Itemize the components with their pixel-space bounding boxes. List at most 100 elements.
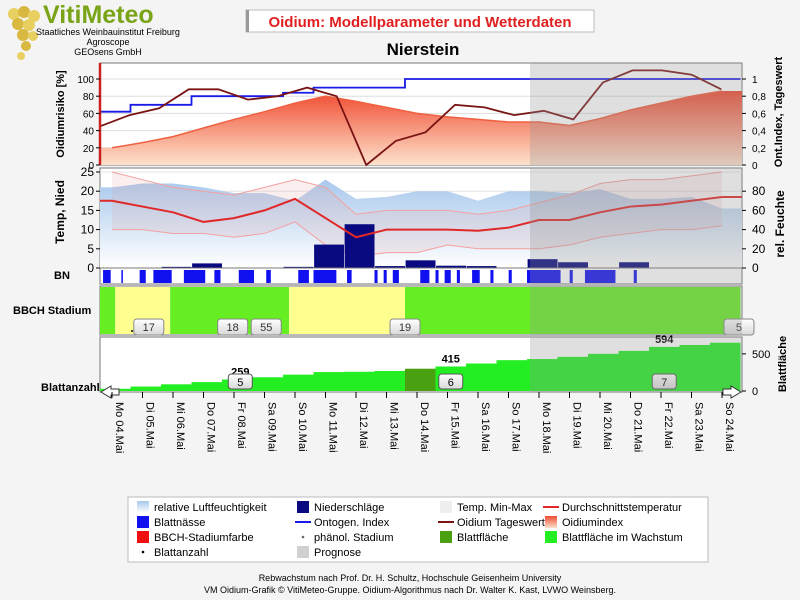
forecast-shade <box>530 268 742 284</box>
ylabel-humidity: rel. Feuchte <box>773 190 787 258</box>
tick-ontindex: 0,2 <box>752 144 766 155</box>
org-line-3: GEOsens GmbH <box>74 47 142 57</box>
leaf-wetness-block <box>298 270 309 283</box>
phenol-stadium-dot <box>131 330 134 332</box>
location-title: Nierstein <box>387 40 460 59</box>
leaf-wetness-block <box>508 270 512 283</box>
ylabel-ontindex: Ont.Index, Tageswert <box>773 56 785 167</box>
footer-line-2: VM Oidium-Grafik © VitiMeteo-Gruppe. Oid… <box>204 585 616 595</box>
leaf-area-bar <box>283 374 314 391</box>
tick-temp: 0 <box>87 261 94 275</box>
legend-icon <box>297 546 309 558</box>
leaf-wetness-block <box>266 270 271 283</box>
leaf-area-bar <box>344 371 375 391</box>
bbch-marker-label: 55 <box>260 322 272 334</box>
date-label: Fr 22.Mai <box>662 402 674 448</box>
tick-humidity: 40 <box>752 223 766 237</box>
leaf-wetness-block <box>103 270 111 283</box>
leaf-wetness-block <box>435 270 439 283</box>
tick-ontindex: 0,8 <box>752 92 766 103</box>
bbch-marker-box <box>250 318 282 336</box>
tick-risk: 80 <box>83 92 95 103</box>
leaf-area-bar <box>496 360 527 391</box>
date-label: So 24.Mai <box>723 402 735 452</box>
bbch-marker-box <box>389 318 421 336</box>
date-label: Mo 18.Mai <box>540 402 552 453</box>
leaf-wetness-block <box>490 270 494 283</box>
arrow-left-icon <box>100 385 120 399</box>
leaf-count-label: 6 <box>448 377 454 389</box>
ylabel-risk: Oidiumrisiko [%] <box>55 70 67 158</box>
oidiumindex-line <box>111 90 723 149</box>
date-label: Mo 04.Mai <box>113 402 125 453</box>
date-label: Sa 09.Mai <box>266 402 278 452</box>
leaf-area-bar <box>618 350 649 391</box>
leaf-area-label: 415 <box>442 353 460 365</box>
leaf-wetness-block <box>374 270 378 283</box>
bbch-segment <box>100 287 116 334</box>
date-label: Mi 20.Mai <box>601 402 613 450</box>
panel-bbch: 17 18 55 19 5 <box>99 285 755 336</box>
precip-bar <box>314 244 344 268</box>
legend-label: Blattnässe <box>154 517 205 529</box>
title-box-edge <box>246 10 249 32</box>
leaf-wetness-block <box>527 270 561 283</box>
bbch-marker-label: 5 <box>736 322 742 334</box>
date-label: So 10.Mai <box>296 402 308 452</box>
precip-bar <box>436 265 466 268</box>
precip-bar <box>161 266 192 268</box>
ontogen-index-line <box>100 78 741 113</box>
leaf-area-bar <box>557 356 588 391</box>
ylabel-blattflaeche: Blattfläche <box>777 336 789 392</box>
leaf-wetness-block <box>472 270 480 283</box>
panel-oidium <box>98 62 743 167</box>
footer-line-1: Rebwachstum nach Prof. Dr. H. Schultz, H… <box>259 573 562 583</box>
panel-weather <box>99 167 743 269</box>
date-label: Fr 15.Mai <box>449 402 461 448</box>
legend-label: Ontogen. Index <box>314 517 390 529</box>
leaf-wetness-block <box>633 270 637 283</box>
date-label: Do 07.Mai <box>205 402 217 452</box>
precip-bar <box>344 224 375 268</box>
tick-humidity: 80 <box>752 184 766 198</box>
precip-bar <box>466 266 497 268</box>
precip-bar <box>527 259 558 268</box>
precip-bar <box>375 266 405 268</box>
leaf-wetness-block <box>444 270 451 283</box>
leaf-wetness-block <box>153 270 172 283</box>
label-bbch: BBCH Stadium <box>13 305 91 317</box>
bbch-marker-label: 19 <box>399 322 411 334</box>
tick-temp: 25 <box>81 165 95 179</box>
forecast-shade <box>530 337 742 392</box>
precip-bar <box>558 262 588 268</box>
leaf-area-label: 594 <box>655 334 674 346</box>
legend-label: relative Luftfeuchtigkeit <box>154 502 267 514</box>
leaf-area-bar <box>161 384 192 391</box>
grape-icon <box>8 6 40 60</box>
legend-label: BBCH-Stadiumfarbe <box>154 532 254 544</box>
ylabel-temp: Temp, Nied <box>53 180 67 244</box>
bbch-segment <box>405 287 741 334</box>
date-label: Mi 13.Mai <box>388 402 400 450</box>
date-label: Do 14.Mai <box>418 402 430 452</box>
tick-ontindex: 0,4 <box>752 127 766 138</box>
leaf-wetness-block <box>214 270 221 283</box>
tick-risk: 20 <box>83 144 95 155</box>
legend-label: Durchschnittstemperatur <box>562 502 682 514</box>
date-label: Fr 08.Mai <box>235 402 247 448</box>
label-blattanzahl: Blattanzahl <box>41 382 100 394</box>
leaf-count-box <box>227 373 253 390</box>
legend-icon <box>141 550 145 554</box>
legend-icon <box>137 501 149 513</box>
leaf-wetness-block <box>313 270 337 283</box>
legend-label: Blattanzahl <box>154 547 208 559</box>
leaf-wetness-block <box>347 270 352 283</box>
date-label: Mo 11.Mai <box>327 402 339 453</box>
panel-bn <box>99 267 743 285</box>
legend-box <box>127 496 709 563</box>
temp-minmax-band <box>112 172 722 257</box>
legend-label: Temp. Min-Max <box>457 502 533 514</box>
leaf-wetness-block <box>183 270 206 283</box>
legend-icon <box>545 531 557 543</box>
